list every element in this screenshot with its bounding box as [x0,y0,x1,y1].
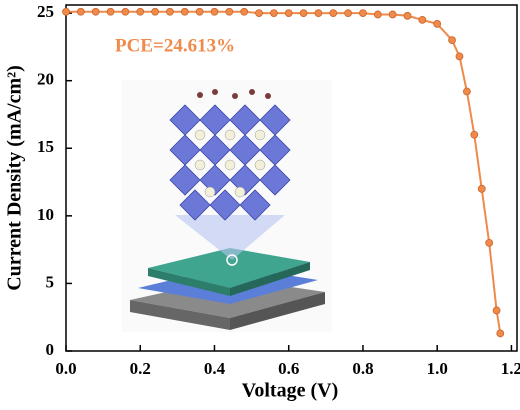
data-point [344,9,353,18]
data-point [121,7,130,16]
data-point [195,7,204,16]
inset-illustration [122,80,332,332]
data-point [284,9,293,18]
x-tick-label: 0.6 [278,359,299,378]
data-point [255,9,263,18]
data-point [373,10,382,19]
data-point [62,7,70,16]
molecules [197,89,271,99]
substrate-side [230,292,325,330]
data-point [470,130,479,139]
x-tick-label: 0.0 [55,359,76,378]
y-axis-title: Current Density (mA/cm²) [4,65,26,291]
data-point [496,329,505,338]
data-point [455,52,464,61]
y-tick-label: 10 [37,205,54,224]
data-point [492,306,501,315]
x-tick-label: 1.0 [427,359,448,378]
data-point [151,7,159,16]
data-point [462,87,471,96]
pce-annotation: PCE=24.613% [115,35,235,56]
data-point [359,9,367,18]
x-axis-title: Voltage (V) [242,380,338,402]
perovskite-side [148,268,230,296]
x-tick-label: 1.2 [501,359,520,378]
y-tick-label: 0 [46,340,55,359]
cations [194,129,266,198]
data-point [477,184,486,193]
data-point [418,15,427,24]
data-point [136,7,145,16]
x-tick-label: 0.8 [352,359,373,378]
data-point [314,9,323,18]
substrate-side [130,300,230,330]
data-point [448,36,456,45]
y-tick-label: 25 [37,2,54,21]
x-tick-label: 0.2 [130,359,151,378]
x-tick-label: 0.4 [204,359,226,378]
zoom-cone [175,215,285,260]
data-point [240,7,249,16]
data-point [225,7,234,16]
y-tick-label: 20 [37,70,54,89]
y-tick-label: 15 [37,137,54,156]
data-point [76,7,85,16]
jv-curve [66,10,502,334]
data-point [485,238,494,247]
y-tick-label: 5 [46,272,55,291]
data-point [299,9,308,18]
data-point [180,7,189,16]
data-point [166,7,174,16]
crystal-lattice [169,104,291,221]
perovskite-side [230,262,310,296]
plot-frame [65,4,518,352]
data-point [269,9,278,18]
data-point [91,7,100,16]
data-point [106,7,115,16]
perovskite-layer [148,248,310,288]
data-point [433,20,442,28]
data-point [388,10,397,19]
zoom-spot [226,254,238,266]
data-point [403,11,412,20]
data-point [210,7,219,16]
data-point [329,9,338,18]
